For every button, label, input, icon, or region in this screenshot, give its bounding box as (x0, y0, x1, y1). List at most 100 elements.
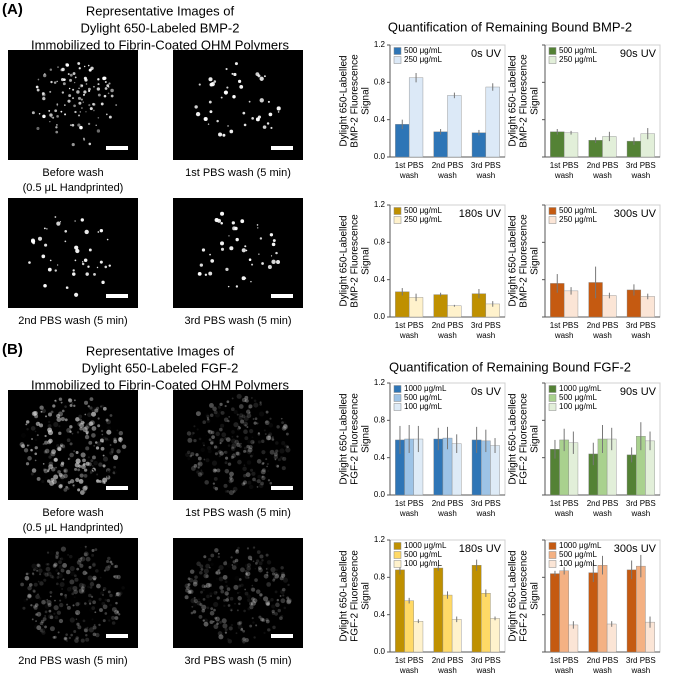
speckle (98, 462, 103, 467)
speckle (73, 589, 78, 595)
speckle (220, 412, 223, 415)
speckle (195, 453, 199, 457)
speckle (95, 446, 100, 450)
speckle (256, 459, 262, 464)
speckle (41, 408, 46, 414)
speckle (239, 468, 244, 473)
speckle (195, 111, 201, 117)
speckle (239, 445, 242, 448)
speckle (106, 598, 111, 603)
speckle (75, 602, 80, 607)
speckle (74, 467, 78, 471)
speckle (252, 546, 256, 550)
speckle (43, 468, 49, 474)
speckle (244, 482, 248, 486)
speckle (220, 221, 223, 225)
speckle (25, 462, 30, 466)
x-tick-label: 2nd PBS wash (587, 499, 619, 518)
speckle (225, 584, 229, 588)
speckle (72, 585, 78, 591)
speckle (267, 434, 271, 438)
bar (485, 86, 500, 158)
speckle (206, 416, 209, 419)
speckle (192, 432, 195, 435)
bar (451, 619, 462, 653)
speckle (213, 476, 218, 481)
y-tick-label: 0.4 (374, 453, 386, 462)
speckle (75, 451, 79, 454)
speckle (275, 251, 278, 255)
speckle (40, 628, 46, 634)
speckle (59, 602, 64, 608)
speckle (201, 448, 205, 452)
speckle (47, 603, 52, 607)
y-axis-label: Signal (361, 582, 372, 610)
y-axis-label: Signal (361, 247, 372, 275)
speckle (223, 483, 228, 488)
speckle (268, 112, 273, 117)
speckle (40, 410, 43, 413)
speckle (109, 451, 114, 455)
speckle (208, 429, 213, 435)
speckle (95, 124, 97, 126)
speckle (70, 633, 73, 637)
speckle (229, 471, 234, 477)
speckle (55, 126, 58, 129)
speckle (266, 571, 269, 574)
bar (433, 567, 444, 653)
speckle (94, 548, 98, 551)
legend-label: 1000 μg/mL (559, 384, 602, 393)
speckle (234, 439, 240, 445)
speckle (255, 562, 258, 565)
speckle (84, 434, 90, 440)
speckle (274, 612, 278, 616)
speckle (79, 125, 83, 130)
speckle (224, 450, 228, 455)
panel-title: Representative Images of (86, 343, 235, 358)
legend-label: 500 μg/mL (559, 46, 598, 55)
chart-heading: Quantification of Remaining Bound BMP-2 (388, 19, 632, 34)
speckle (280, 598, 286, 604)
speckle (206, 414, 210, 418)
speckle (108, 115, 112, 119)
speckle (243, 429, 248, 435)
speckle (57, 631, 60, 634)
legend-label: 1000 μg/mL (404, 384, 447, 393)
speckle (227, 285, 230, 288)
legend-label: 1000 μg/mL (559, 541, 602, 550)
speckle (83, 551, 89, 557)
x-tick-label: 1st PBS wash (550, 321, 579, 340)
speckle (245, 450, 248, 453)
speckle (60, 445, 63, 448)
speckle (246, 444, 250, 449)
speckle (266, 462, 269, 465)
speckle (64, 104, 66, 106)
speckle (203, 555, 207, 559)
speckle (279, 455, 283, 459)
speckle (282, 594, 285, 597)
speckle (75, 636, 79, 640)
speckle (208, 271, 213, 276)
speckle (227, 419, 230, 423)
speckle (246, 547, 250, 550)
speckle (198, 83, 201, 86)
speckle (73, 404, 76, 408)
speckle (286, 445, 289, 449)
y-axis-label: BMP-2 Fluorescence (350, 54, 361, 148)
speckle (77, 625, 82, 630)
x-tick-label: 2nd PBS wash (432, 499, 464, 518)
speckle (217, 568, 221, 572)
speckle (247, 576, 250, 579)
speckle (94, 408, 99, 413)
speckle (216, 622, 219, 626)
x-tick-label: 3rd PBS wash (471, 499, 501, 518)
speckle (276, 260, 281, 264)
speckle (57, 66, 59, 68)
speckle (247, 555, 253, 560)
speckle (241, 637, 246, 643)
speckle (49, 626, 55, 632)
speckle (60, 557, 64, 561)
speckle (262, 125, 267, 129)
legend-label: 500 μg/mL (404, 206, 443, 215)
speckle (82, 426, 88, 433)
